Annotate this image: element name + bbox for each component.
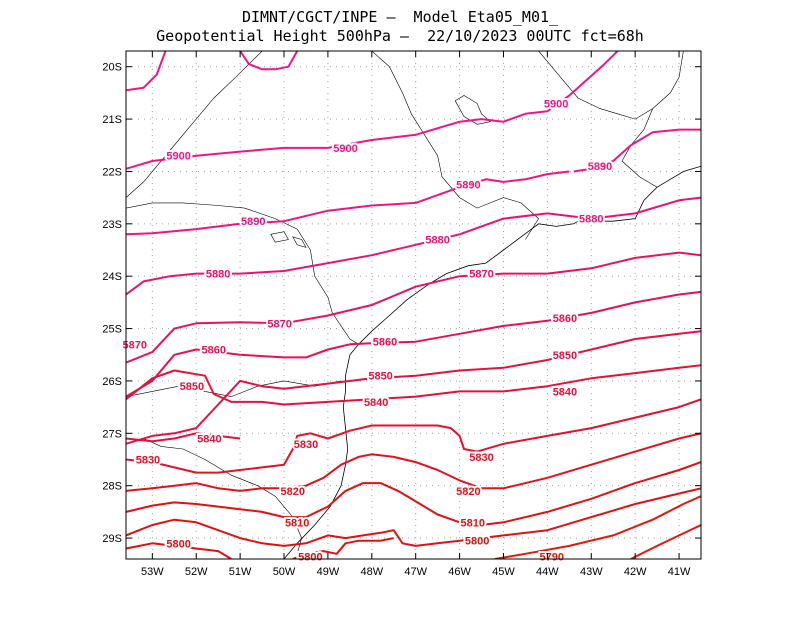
contour-labels: 5900 5900 5900 5890 5890 5890 5880 5880 5880 5870… bbox=[121, 96, 615, 565]
contour-label: 5830 bbox=[469, 452, 493, 464]
contour-label: 5900 bbox=[333, 143, 357, 155]
y-tick-label: 24S bbox=[102, 271, 122, 283]
axis-ticks: 53W 52W 51W 50W 49W 48W 47W 46W 45W 44W 43W 42W 41W 2… bbox=[102, 51, 701, 578]
contour-label: 5890 bbox=[456, 180, 480, 192]
contour-label: 5850 bbox=[553, 350, 577, 362]
contour-line-5800 bbox=[292, 537, 394, 559]
state-border bbox=[126, 51, 263, 198]
x-tick-label: 48W bbox=[360, 566, 383, 578]
contour-label: 5840 bbox=[553, 386, 577, 398]
contour-label: 5880 bbox=[579, 214, 603, 226]
state-border bbox=[126, 380, 342, 397]
contour-line-5820 bbox=[126, 432, 701, 492]
contour-line-5900 bbox=[239, 51, 299, 71]
contour-label: 5790 bbox=[540, 551, 564, 563]
x-tick-label: 44W bbox=[536, 566, 559, 578]
contour-label: 5800 bbox=[166, 538, 190, 550]
contour-line-5800 bbox=[126, 542, 232, 559]
contour-line-5810 bbox=[126, 461, 701, 526]
contour-line-5900 bbox=[126, 51, 167, 92]
contour-line-5880 bbox=[126, 196, 701, 296]
contour-lines bbox=[126, 51, 701, 559]
contour-label: 5830 bbox=[136, 454, 160, 466]
x-tick-label: 46W bbox=[448, 566, 471, 578]
state-border bbox=[126, 202, 359, 345]
state-border bbox=[371, 51, 539, 240]
x-tick-label: 52W bbox=[185, 566, 208, 578]
contour-line-5790 bbox=[494, 495, 701, 559]
contour-line-5890 bbox=[126, 170, 570, 236]
x-tick-label: 53W bbox=[141, 566, 164, 578]
y-tick-label: 27S bbox=[102, 428, 122, 440]
contour-label: 5870 bbox=[267, 318, 291, 330]
y-tick-label: 29S bbox=[102, 533, 122, 545]
contour-label: 5850 bbox=[368, 371, 392, 383]
contour-line-5790 bbox=[630, 524, 701, 559]
y-tick-label: 22S bbox=[102, 166, 122, 178]
state-border bbox=[126, 438, 302, 554]
contour-label: 5890 bbox=[588, 161, 612, 173]
contour-label: 5850 bbox=[180, 381, 204, 393]
contour-label: 5880 bbox=[425, 235, 449, 247]
contour-line-5870 bbox=[126, 251, 701, 364]
contour-label: 5900 bbox=[166, 151, 190, 163]
contour-line-5900 bbox=[126, 51, 619, 170]
state-border bbox=[538, 51, 684, 120]
x-tick-label: 47W bbox=[404, 566, 427, 578]
x-tick-label: 51W bbox=[229, 566, 252, 578]
contour-label: 5810 bbox=[461, 517, 485, 529]
x-tick-label: 45W bbox=[492, 566, 515, 578]
contour-label: 5830 bbox=[294, 439, 318, 451]
map-title-line-2: Geopotential Height 500hPa – 22/10/2023 … bbox=[156, 27, 644, 45]
contour-line-5800 bbox=[126, 487, 701, 547]
y-tick-label: 26S bbox=[102, 376, 122, 388]
contour-label: 5900 bbox=[544, 98, 568, 110]
contour-label: 5880 bbox=[206, 269, 230, 281]
contour-line-5900 bbox=[573, 128, 701, 173]
x-tick-label: 41W bbox=[668, 566, 691, 578]
y-tick-label: 23S bbox=[102, 219, 122, 231]
contour-label: 5870 bbox=[123, 339, 147, 351]
contour-label: 5870 bbox=[469, 269, 493, 281]
contour-line-5830 bbox=[126, 398, 701, 474]
x-tick-label: 43W bbox=[580, 566, 603, 578]
contour-label: 5890 bbox=[241, 216, 265, 228]
x-tick-label: 50W bbox=[273, 566, 296, 578]
state-border bbox=[621, 108, 658, 188]
contour-line-5860 bbox=[126, 290, 701, 398]
contour-label: 5820 bbox=[281, 486, 305, 498]
contour-label: 5860 bbox=[373, 337, 397, 349]
contour-line-5840 bbox=[126, 432, 241, 443]
plot-frame bbox=[125, 50, 702, 560]
x-tick-label: 49W bbox=[317, 566, 340, 578]
contour-label: 5860 bbox=[202, 345, 226, 357]
contour-label: 5810 bbox=[285, 517, 309, 529]
y-tick-label: 21S bbox=[102, 114, 122, 126]
lake-outline bbox=[292, 236, 307, 248]
geographic-features bbox=[126, 51, 701, 559]
lake-outline bbox=[454, 95, 491, 125]
lake-outline bbox=[270, 231, 289, 243]
contour-label: 5800 bbox=[465, 536, 489, 548]
y-tick-label: 25S bbox=[102, 324, 122, 336]
x-tick-label: 42W bbox=[624, 566, 647, 578]
contour-label: 5860 bbox=[553, 313, 577, 325]
contour-label: 5800 bbox=[298, 551, 322, 563]
lat-lon-grid bbox=[126, 51, 701, 559]
contour-label: 5820 bbox=[456, 486, 480, 498]
contour-line-5850 bbox=[126, 330, 701, 445]
contour-label: 5840 bbox=[197, 434, 221, 446]
map-title-line-1: DIMNT/CGCT/INPE – Model Eta05_M01_ bbox=[241, 8, 559, 26]
contour-label: 5840 bbox=[364, 397, 388, 409]
y-tick-label: 28S bbox=[102, 481, 122, 493]
contour-line-5840 bbox=[126, 364, 701, 406]
y-tick-label: 20S bbox=[102, 62, 122, 74]
coastline bbox=[283, 165, 701, 559]
